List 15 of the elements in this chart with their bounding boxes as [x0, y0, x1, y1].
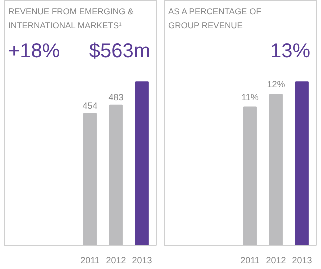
x-tick-label: 2013: [292, 256, 312, 266]
text: +18%: [8, 40, 60, 62]
data-label: 454: [82, 100, 98, 111]
text: $563m: [89, 40, 151, 62]
data-label: 11%: [242, 92, 259, 102]
x-tick-label: 2013: [132, 256, 152, 266]
chart-title: REVENUE FROM EMERGING & INTERNATIONAL MARKETS¹: [8, 6, 134, 30]
text: 13%: [270, 40, 311, 62]
data-label: 12%: [267, 80, 286, 90]
x-tick-label: 2011: [240, 256, 260, 266]
x-tick-label: 2012: [266, 256, 286, 266]
x-tick-label: 2011: [80, 256, 100, 266]
chart-title: AS A PERCENTAGE OF GROUP REVENUE: [168, 6, 262, 30]
x-tick-label: 2012: [106, 256, 126, 266]
data-label: 483: [108, 92, 124, 102]
